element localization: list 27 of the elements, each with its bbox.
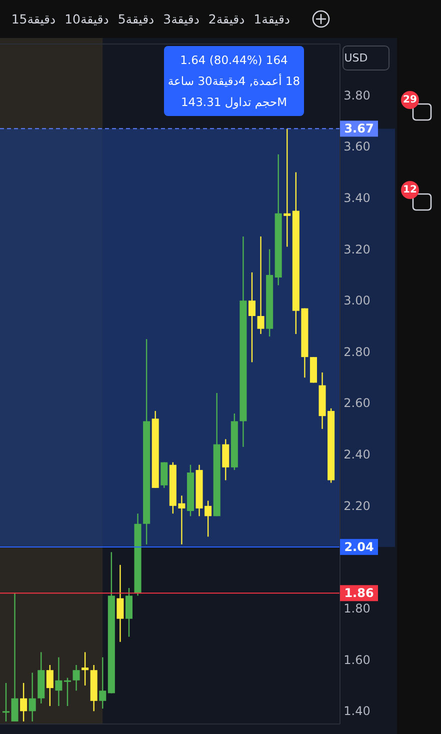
y-tick-label: 2.20 bbox=[344, 498, 370, 513]
ref-line-label: 2.04 bbox=[344, 540, 374, 554]
y-tick-label: 3.00 bbox=[344, 294, 370, 308]
y-tick-label: 2.60 bbox=[344, 396, 370, 410]
ref-line-label: 1.86 bbox=[344, 586, 374, 600]
y-tick-label: 2.40 bbox=[344, 448, 370, 462]
y-tick-label: 3.80 bbox=[344, 88, 370, 102]
ref-line-label: 3.67 bbox=[344, 122, 374, 136]
text: 10دقيقة bbox=[64, 12, 109, 26]
text: 5دقيقة bbox=[118, 12, 154, 26]
text: 2دقيقة bbox=[208, 12, 245, 26]
y-tick-label: 1.40 bbox=[344, 704, 370, 718]
text: 29 bbox=[403, 94, 417, 106]
annotation: Mحجم تداول 143.31 bbox=[180, 95, 288, 109]
y-tick-label: 3.20 bbox=[344, 242, 370, 256]
y-tick-label: 2.80 bbox=[344, 344, 370, 359]
text: 12 bbox=[403, 184, 417, 196]
annotation: 18 أعمدة, 4دقيقة30 ساعة bbox=[168, 73, 300, 88]
text: 15دقيقة bbox=[11, 12, 56, 26]
annotation: 164 (80.44%) 1.64 bbox=[180, 53, 288, 67]
y-tick-label: 3.60 bbox=[344, 140, 370, 154]
text: 3دقيقة bbox=[163, 12, 200, 26]
y-tick-label: 3.40 bbox=[344, 190, 370, 205]
y-axis-title: USD bbox=[344, 52, 368, 64]
y-tick-label: 1.80 bbox=[344, 602, 370, 616]
text: 1دقيقة bbox=[254, 12, 290, 26]
y-tick-label: 1.60 bbox=[344, 652, 370, 667]
